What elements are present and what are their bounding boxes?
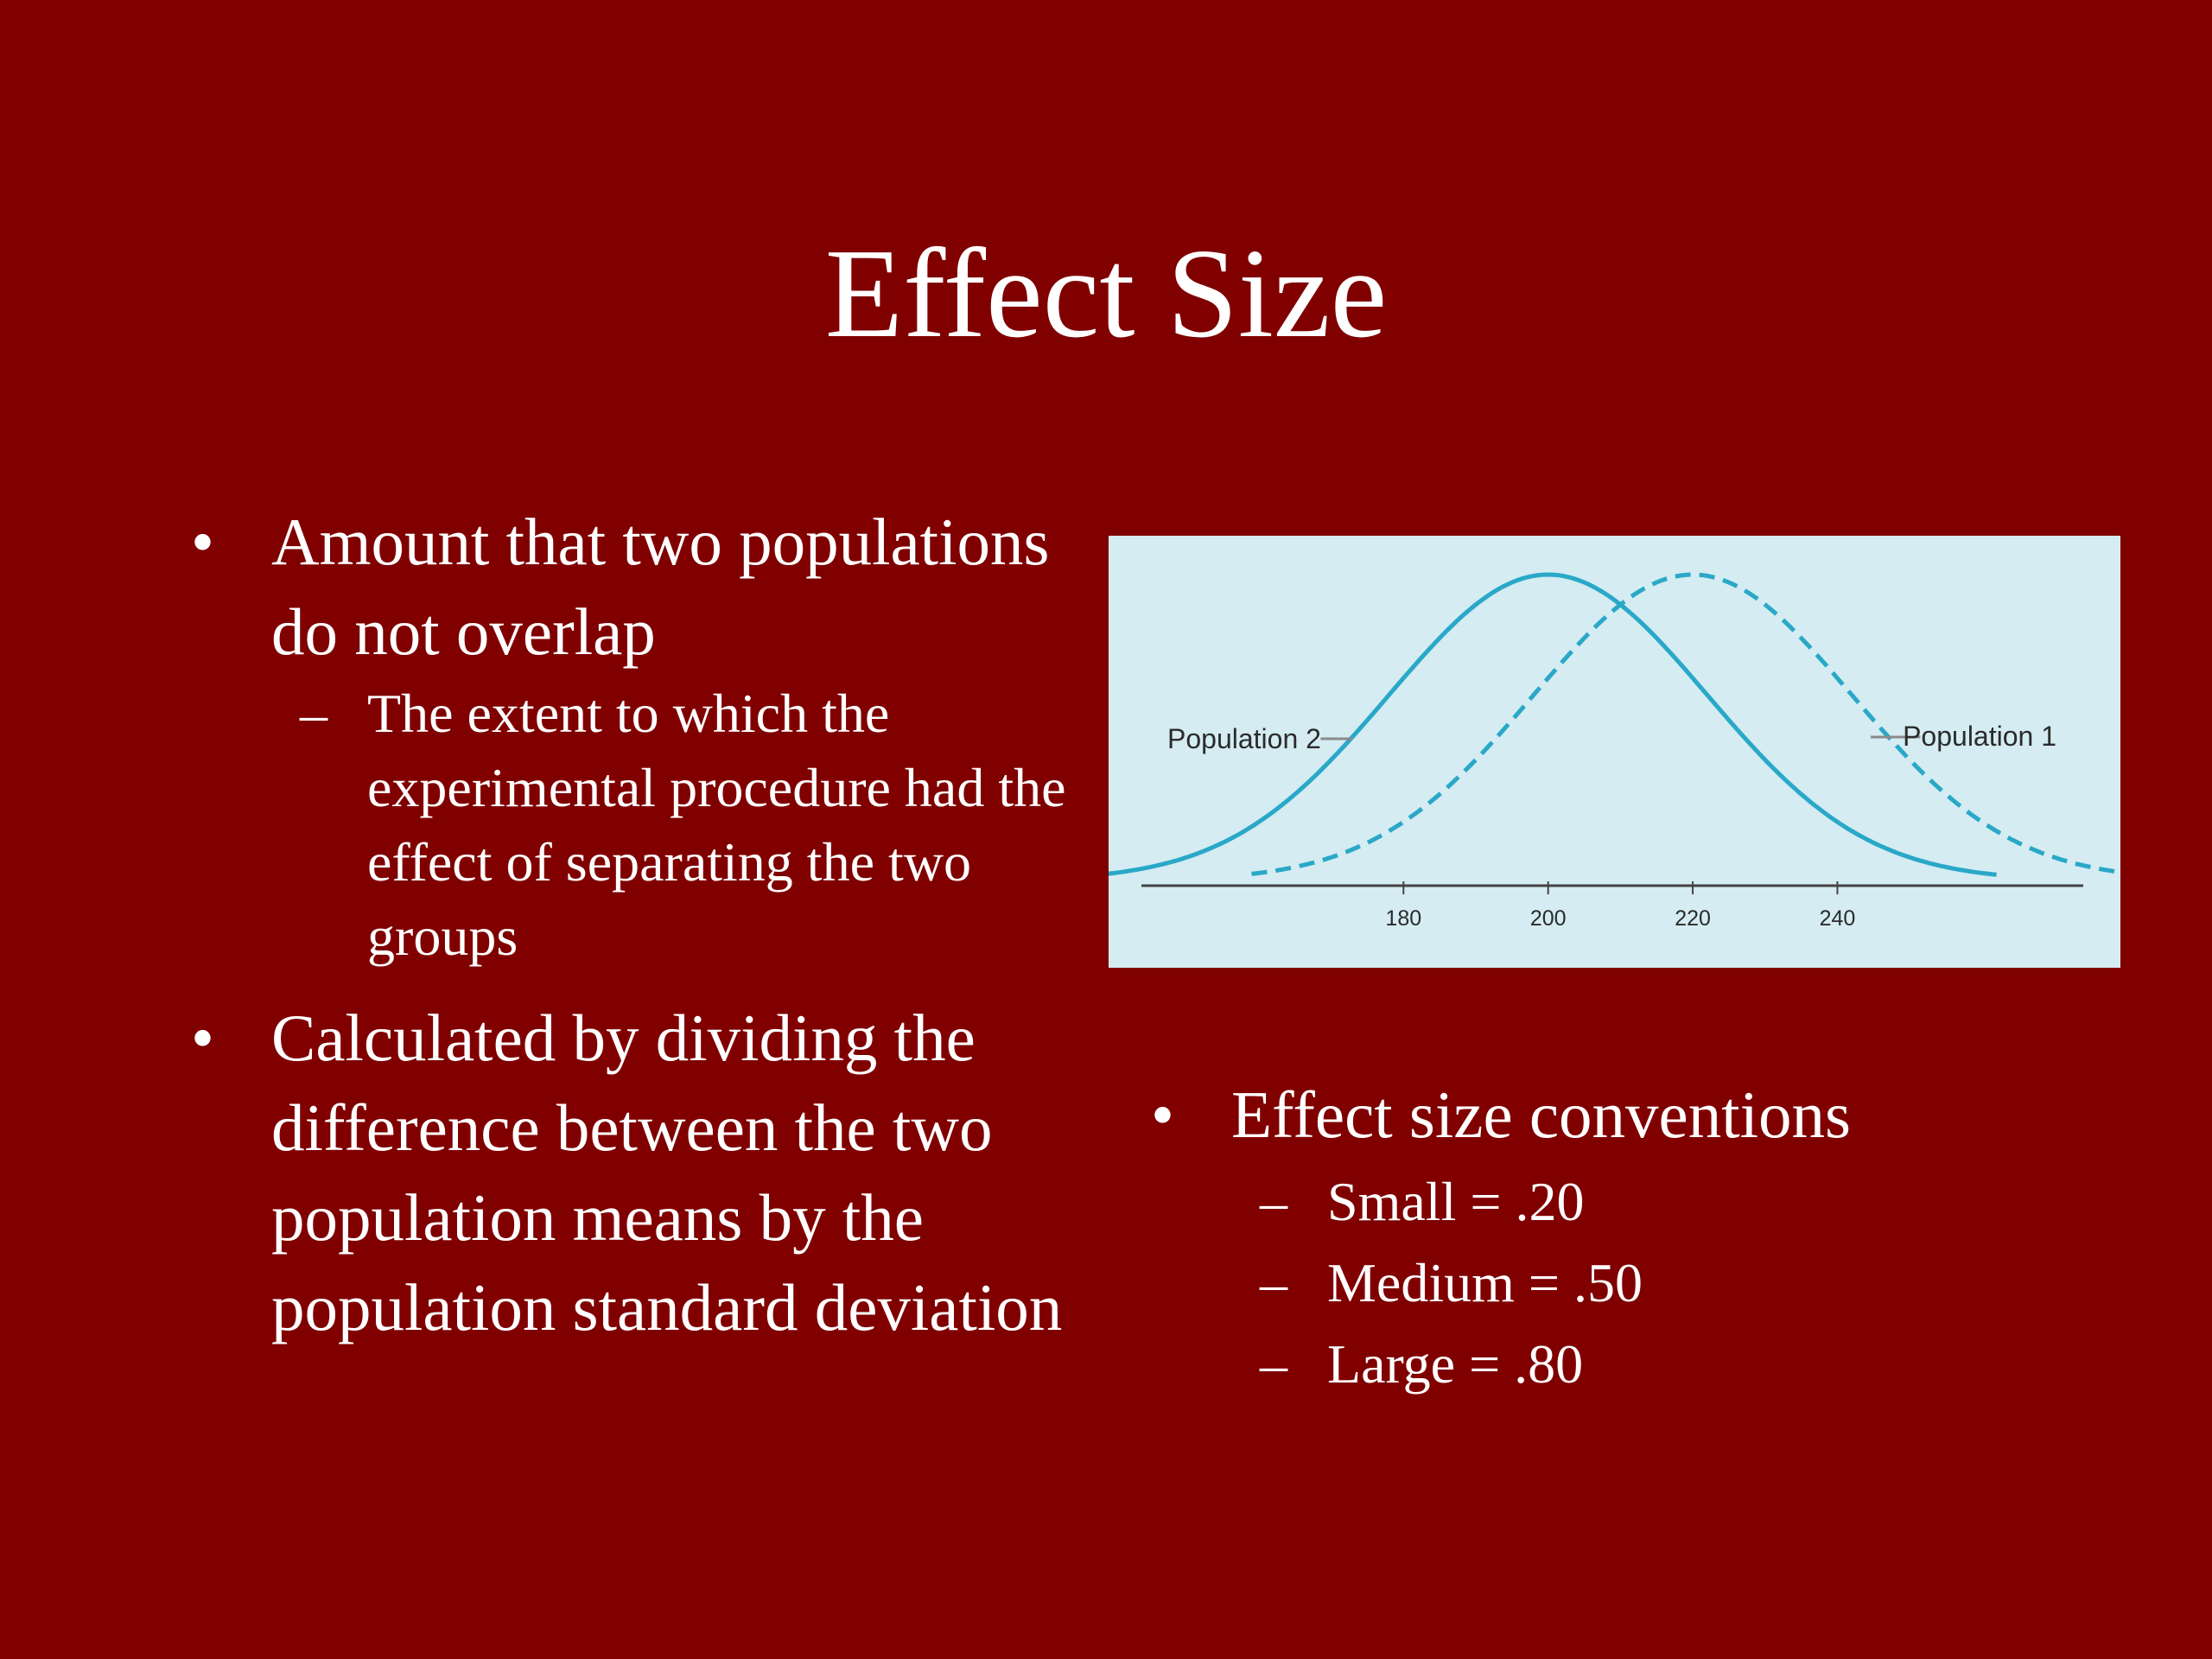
sub-bullet-text: Small = .20 — [1327, 1171, 1585, 1232]
dash-marker: – — [1260, 1333, 1287, 1395]
sub-bullet-list: – The extent to which the experimental p… — [300, 677, 1084, 974]
slide-title: Effect Size — [824, 223, 1388, 365]
population-1-label: Population 1 — [1903, 721, 2056, 752]
bullet-item: • Effect size conventions – Small = .20 … — [1151, 1070, 2095, 1405]
distribution-chart: 180 200 220 240 Population 2 Population 1 — [1109, 536, 2120, 968]
bullet-item: • Amount that two populations do not ove… — [191, 497, 1084, 974]
bullet-marker: • — [191, 1001, 214, 1075]
sub-bullet-item: – Medium = .50 — [1260, 1243, 2095, 1324]
dash-marker: – — [1260, 1252, 1287, 1313]
x-tick-label: 200 — [1530, 906, 1567, 931]
x-tick-label: 240 — [1820, 906, 1856, 931]
bullet-text: Calculated by dividing the difference be… — [271, 1001, 1063, 1344]
dash-marker: – — [300, 683, 327, 744]
bullet-item: • Calculated by dividing the difference … — [191, 993, 1084, 1352]
x-tick-label: 220 — [1675, 906, 1711, 931]
x-tick-label: 180 — [1385, 906, 1421, 931]
distribution-chart-svg: 180 200 220 240 Population 2 Population 1 — [1109, 572, 2120, 931]
left-bullet-list: • Amount that two populations do not ove… — [191, 497, 1084, 1352]
population-2-curve — [1109, 572, 1997, 877]
sub-bullet-text: Medium = .50 — [1327, 1252, 1643, 1313]
population-2-label: Population 2 — [1167, 723, 1321, 754]
bullet-text: Amount that two populations do not overl… — [271, 505, 1050, 669]
sub-bullet-item: – The extent to which the experimental p… — [300, 677, 1084, 974]
sub-bullet-item: – Small = .20 — [1260, 1161, 2095, 1243]
sub-bullet-text: Large = .80 — [1327, 1333, 1584, 1395]
bullet-marker: • — [191, 505, 214, 579]
bullet-marker: • — [1151, 1077, 1174, 1152]
bullet-text: Effect size conventions — [1231, 1077, 1851, 1152]
population-1-curve — [1251, 572, 2120, 876]
sub-bullet-list: – Small = .20 – Medium = .50 – Large = .… — [1260, 1161, 2095, 1405]
sub-bullet-text: The extent to which the experimental pro… — [367, 683, 1066, 967]
sub-bullet-item: – Large = .80 — [1260, 1324, 2095, 1405]
x-axis-ticks: 180 200 220 240 — [1385, 881, 1855, 931]
right-bullet-list: • Effect size conventions – Small = .20 … — [1151, 1070, 2095, 1405]
dash-marker: – — [1260, 1171, 1287, 1232]
